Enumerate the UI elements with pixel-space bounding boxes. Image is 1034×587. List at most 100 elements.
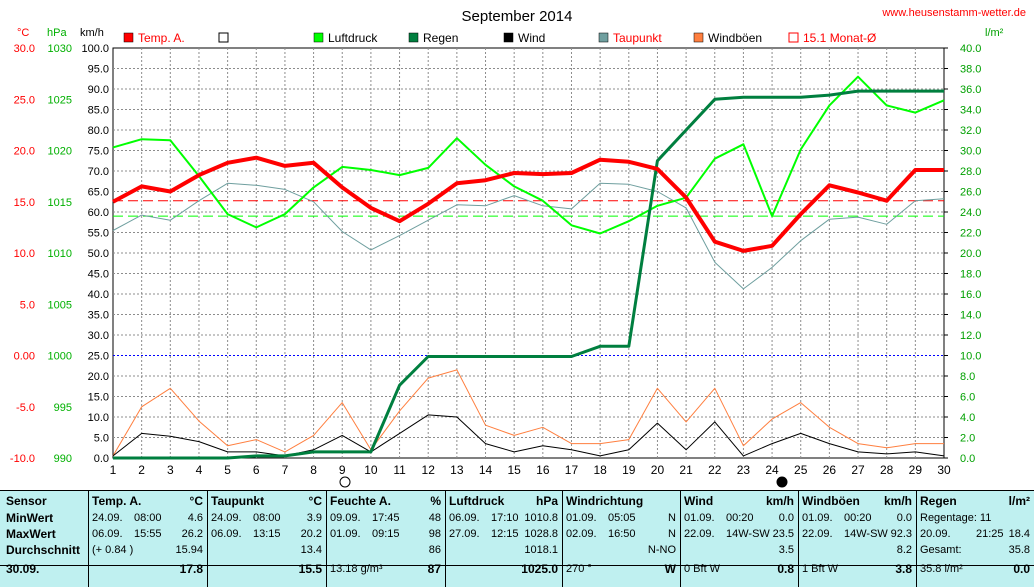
value-date: 01.09. [684, 512, 715, 524]
wind-tick-label: 100.0 [81, 43, 109, 55]
value-row: 24.09. 08:00 3.9 [207, 511, 326, 525]
rain-tick-label: 32.0 [960, 125, 981, 137]
grid-lines [113, 48, 944, 458]
value-row: 13.4 [207, 543, 326, 557]
column-separator [88, 490, 89, 587]
legend-swatch [408, 32, 419, 43]
value-row: 06.09. 17:10 1010.8 [445, 511, 562, 525]
rain-tick-label: 28.0 [960, 166, 981, 178]
column-header: Windböen km/h [798, 494, 916, 508]
value-number: 3.9 [306, 512, 322, 524]
panel-top-border [0, 490, 1034, 491]
wind-tick-label: 35.0 [88, 310, 109, 322]
x-tick-label: 6 [253, 463, 260, 477]
pressure-tick-label: 1015 [48, 197, 72, 209]
column-unit: °C [189, 494, 203, 508]
value-number: 48 [428, 512, 441, 524]
current-extra: 13.18 g/m³ [330, 563, 383, 575]
value-row: 22.09. 14W-SW 92.3 [798, 527, 916, 541]
value-date: 09.09. [330, 512, 361, 524]
panel-column: Wind km/h 01.09. 00:20 0.0 22.09. 14W-SW 23.5 3.… [680, 490, 798, 587]
value-row: 27.09. 12:15 1028.8 [445, 527, 562, 541]
value-number: 86 [428, 544, 441, 556]
value-time: 17:45 [372, 512, 400, 524]
value-number: 1028.8 [524, 528, 558, 540]
value-row: 22.09. 14W-SW 23.5 [680, 527, 798, 541]
column-name: Windrichtung [566, 494, 644, 508]
rain-tick-label: 34.0 [960, 105, 981, 117]
column-name: Luftdruck [449, 494, 505, 508]
current-value: 17.8 [179, 562, 203, 576]
value-date: 06.09. [92, 528, 123, 540]
wind-tick-label: 60.0 [88, 207, 109, 219]
value-row: 20.09. 21:25 18.4 [916, 527, 1034, 541]
column-separator [562, 490, 563, 587]
value-number: 98 [428, 528, 441, 540]
temp-axis-unit: °C [17, 27, 29, 39]
column-name: Windböen [802, 494, 860, 508]
current-extra: 270 ° [566, 563, 592, 575]
rain-tick-label: 26.0 [960, 187, 981, 199]
pressure-tick-label: 1025 [48, 94, 72, 106]
rain-tick-label: 30.0 [960, 146, 981, 158]
value-time: 08:00 [134, 512, 162, 524]
current-value: 0.0 [1013, 562, 1030, 576]
x-tick-label: 8 [310, 463, 317, 477]
x-tick-label: 26 [823, 463, 837, 477]
value-date: (+ 0.84 ) [92, 544, 134, 556]
row-label: Durchschnitt [6, 543, 81, 557]
value-date: 27.09. [449, 528, 480, 540]
value-number: N [668, 528, 676, 540]
column-header: Wind km/h [680, 494, 798, 508]
current-row: 1025.0 [445, 562, 562, 576]
value-time: 08:00 [253, 512, 281, 524]
column-header: Temp. A. °C [88, 494, 207, 508]
legend-swatch [313, 32, 324, 43]
x-tick-label: 12 [422, 463, 436, 477]
value-number: 0.0 [896, 512, 912, 524]
x-tick-label: 4 [196, 463, 203, 477]
series-line-temp-a- [112, 155, 944, 253]
x-tick-label: 27 [851, 463, 865, 477]
legend-swatch [693, 32, 704, 43]
current-row: 15.5 [207, 562, 326, 576]
value-row: 01.09. 00:20 0.0 [680, 511, 798, 525]
column-separator [916, 490, 917, 587]
x-tick-label: 28 [880, 463, 894, 477]
value-number: 1018.1 [524, 544, 558, 556]
rain-tick-label: 38.0 [960, 64, 981, 76]
wind-tick-label: 25.0 [88, 351, 109, 363]
new-moon-icon [776, 476, 788, 488]
value-row: 06.09. 13:15 20.2 [207, 527, 326, 541]
value-number: 4.6 [187, 512, 203, 524]
pressure-tick-label: 1010 [48, 248, 72, 260]
value-number: 8.2 [896, 544, 912, 556]
temp-tick-label: 15.0 [14, 197, 35, 209]
weather-chart: 30.025.020.015.010.05.00.00-5.0-10.01030… [10, 7, 1026, 488]
temp-tick-label: 0.00 [14, 351, 35, 363]
rain-tick-label: 6.0 [960, 392, 975, 404]
column-header: Regen l/m² [916, 494, 1034, 508]
series-line-taupunkt [112, 182, 945, 290]
value-date: 06.09. [449, 512, 480, 524]
value-date: 06.09. [211, 528, 242, 540]
value-time: 05:05 [608, 512, 636, 524]
x-tick-label: 23 [737, 463, 751, 477]
value-number: N-NO [647, 544, 676, 556]
column-separator [798, 490, 799, 587]
current-row: 35.8 l/m² 0.0 [916, 562, 1034, 576]
rain-tick-label: 40.0 [960, 43, 981, 55]
column-unit: hPa [535, 494, 558, 508]
value-row: 09.09. 17:45 48 [326, 511, 445, 525]
x-tick-label: 10 [364, 463, 378, 477]
temp-tick-label: -5.0 [16, 402, 35, 414]
value-row: N-NO [562, 543, 680, 557]
x-tick-label: 19 [622, 463, 636, 477]
current-value: 1025.0 [521, 562, 558, 576]
column-separator [445, 490, 446, 587]
current-extra: 0 Bft W [684, 563, 721, 575]
value-time: 12:15 [491, 528, 519, 540]
temp-tick-label: 5.0 [20, 299, 35, 311]
legend-label: Windböen [708, 31, 762, 45]
legend-label: Temp. A. [138, 31, 185, 45]
